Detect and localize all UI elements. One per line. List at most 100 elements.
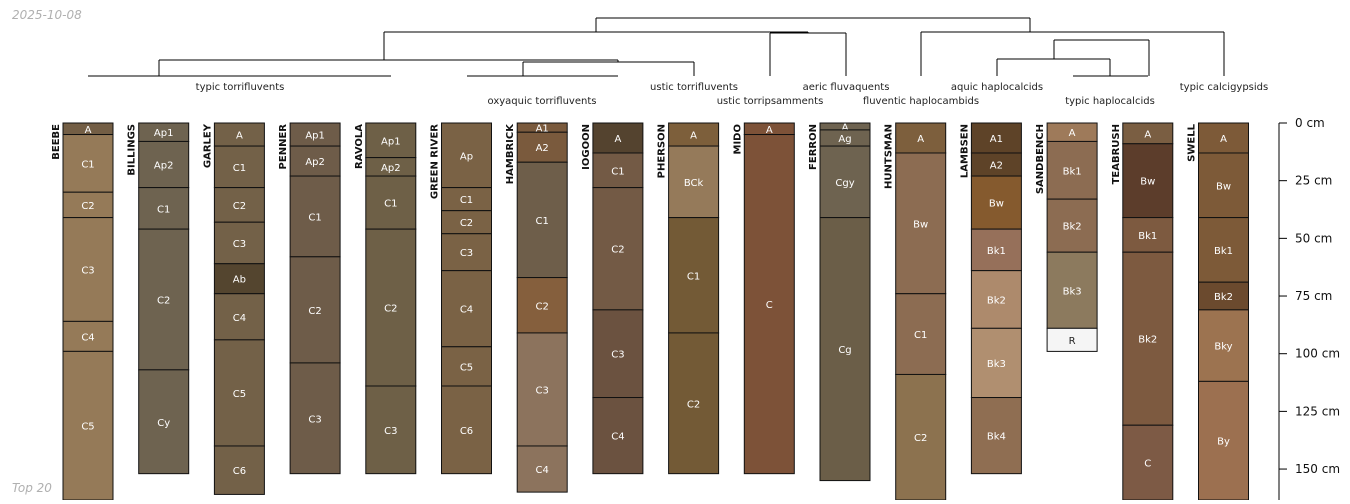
profile-name: HUNTSMAN — [884, 124, 895, 189]
profile-hambrick: A1 A2 C1 C2 C3 C4 HAMBRICK — [505, 122, 568, 493]
profile-ravola: Ap1 Ap2 C1 C2 C3 RAVOLA — [354, 122, 417, 475]
horizon-label: Bw — [1140, 177, 1155, 188]
horizon-block — [365, 122, 417, 159]
horizon-block — [668, 145, 720, 219]
axis-tick-label: 150 cm — [1295, 462, 1340, 476]
profile-name: MIDO — [732, 124, 743, 154]
profile-name: SANDBENCH — [1035, 124, 1046, 194]
profile-name: IOGOON — [581, 124, 592, 170]
axis-tick-label: 50 cm — [1295, 231, 1332, 245]
horizon-block — [970, 327, 1022, 399]
horizon-label: C4 — [233, 313, 246, 324]
horizon-block — [289, 256, 341, 364]
horizon-label: C1 — [914, 330, 927, 341]
horizon-label: Bk1 — [1138, 231, 1157, 242]
profile-name: BEEBE — [51, 124, 62, 160]
horizon-block — [895, 152, 947, 295]
dendrogram — [88, 17, 1225, 77]
horizon-label: C2 — [308, 306, 321, 317]
horizon-label: BCk — [684, 178, 704, 189]
horizon-block — [213, 293, 265, 341]
horizon-label: C2 — [687, 399, 700, 410]
horizon-label: Bk1 — [1214, 246, 1233, 257]
axis-tick-label: 100 cm — [1295, 347, 1340, 361]
horizon-label: C3 — [233, 239, 246, 250]
profile-name: SWELL — [1187, 123, 1198, 161]
horizon-block — [1046, 198, 1098, 253]
taxon-label: aeric fluvaquents — [803, 82, 890, 93]
horizon-block — [62, 191, 114, 219]
horizon-label: Ap1 — [381, 136, 401, 147]
horizon-block — [516, 332, 568, 447]
horizon-block — [895, 122, 947, 154]
horizon-label: C3 — [308, 414, 321, 425]
date-label: 2025-10-08 — [12, 8, 82, 22]
horizon-label: C2 — [914, 433, 927, 444]
horizon-block — [138, 228, 190, 371]
profile-name: PHERSON — [657, 124, 668, 178]
horizon-label: Ag — [838, 134, 851, 145]
profile-name: LAMBSEN — [959, 124, 970, 178]
horizon-block — [213, 445, 265, 495]
horizon-block — [1046, 251, 1098, 329]
horizon-block — [289, 145, 341, 177]
profile-name: PENNER — [278, 124, 289, 170]
taxon-label: fluventic haplocambids — [863, 96, 979, 107]
profile-name: BILLINGS — [127, 124, 138, 176]
horizon-block — [213, 339, 265, 447]
horizon-label: A — [614, 134, 621, 145]
horizon-label: C3 — [81, 265, 94, 276]
horizon-label: A2 — [536, 143, 549, 154]
horizon-label: A1 — [990, 134, 1003, 145]
depth-axis: 0 cm 25 cm 50 cm 75 cm 100 cm 125 cm 150 cm — [1278, 116, 1340, 500]
profile-mido: A C MIDO — [732, 122, 795, 475]
horizon-block — [592, 397, 644, 475]
horizon-label: C4 — [460, 305, 473, 316]
axis-tick-label: 0 cm — [1295, 116, 1325, 130]
horizon-label: A2 — [990, 161, 1003, 172]
horizon-block — [62, 320, 114, 352]
horizon-block — [970, 228, 1022, 272]
profile-lambsen: A1 A2 Bw Bk1 Bk2 Bk3 Bk4 LAMBSEN — [959, 122, 1022, 475]
horizon-label: Ap1 — [154, 128, 174, 139]
horizon-label: C2 — [81, 201, 94, 212]
profile-name: RAVOLA — [354, 124, 365, 169]
horizon-block — [1122, 143, 1174, 219]
horizon-block — [138, 140, 190, 189]
profile-iogoon: A C1 C2 C3 C4 IOGOON — [581, 122, 644, 475]
horizon-block — [1198, 122, 1249, 154]
taxon-label: ustic torripsamments — [717, 96, 824, 107]
profile-pherson: A BCk C1 C2 PHERSON — [657, 122, 720, 475]
horizon-block — [441, 122, 492, 189]
horizon-block — [213, 187, 265, 223]
horizon-block — [138, 187, 190, 230]
profile-beebe: A C1 C2 C3 C4 C5 BEEBE — [51, 122, 114, 501]
horizon-label: C1 — [536, 216, 549, 227]
horizon-block — [668, 332, 720, 475]
horizon-label: C5 — [81, 422, 94, 433]
horizon-block — [1122, 217, 1174, 253]
horizon-block — [62, 134, 114, 193]
horizon-label: C1 — [157, 204, 170, 215]
horizon-block — [365, 385, 417, 475]
horizon-block — [213, 221, 265, 265]
horizon-label: A — [1220, 134, 1227, 145]
horizon-block — [970, 122, 1022, 154]
axis-tick-label: 75 cm — [1295, 289, 1332, 303]
horizon-block — [289, 362, 341, 475]
horizon-block — [592, 187, 644, 311]
horizon-block — [441, 270, 492, 348]
profile-name: GARLEY — [202, 123, 213, 168]
horizon-block — [1046, 327, 1098, 352]
horizon-block — [62, 217, 114, 322]
horizon-label: Bk1 — [1063, 166, 1082, 177]
horizon-label: Ap2 — [305, 157, 325, 168]
profile-teabrush: A Bw Bk1 Bk2 C TEABRUSH — [1111, 122, 1174, 501]
horizon-label: C1 — [460, 195, 473, 206]
profile-name: TEABRUSH — [1111, 124, 1122, 184]
horizon-label: C2 — [611, 245, 624, 256]
horizon-label: C2 — [460, 218, 473, 229]
horizon-label: C3 — [536, 385, 549, 396]
horizon-label: C3 — [384, 426, 397, 437]
horizon-label: C4 — [611, 432, 624, 443]
